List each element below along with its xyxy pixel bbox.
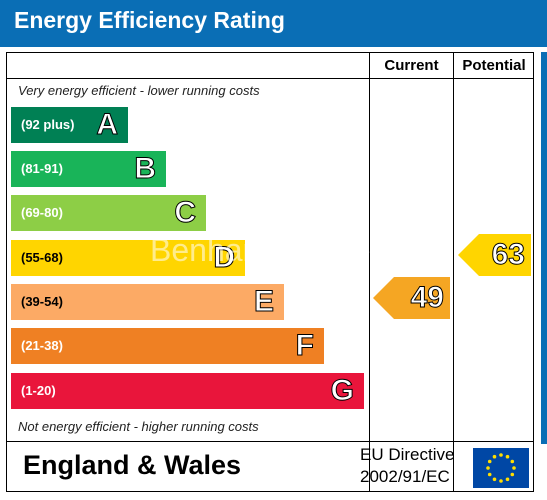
eu-star [492,454,497,459]
band-range: (55-68) [21,250,63,265]
directive-line-2: 2002/91/EC [360,467,450,486]
column-header-potential: Potential [462,57,526,74]
band-e: (39-54) E [11,284,284,320]
header-divider [6,78,534,79]
band-range: (39-54) [21,294,63,309]
band-letter: A [96,108,119,142]
band-g: (1-20) G [11,373,364,409]
potential-rating-value: 63 [491,238,525,272]
band-a: (92 plus) A [11,107,128,143]
band-range: (21-38) [21,338,63,353]
page-title: Energy Efficiency Rating [14,7,285,33]
eu-star [505,477,510,482]
eu-flag-icon [473,448,529,488]
eu-stars-icon [486,453,516,483]
eu-star [499,453,503,457]
column-divider-current [369,52,370,492]
band-b: (81-91) B [11,151,166,187]
region-label: England & Wales [23,450,242,480]
current-rating-value: 49 [410,281,444,315]
column-divider-potential [453,52,454,492]
band-range: (92 plus) [21,117,75,132]
band-letter: B [134,152,157,186]
band-f: (21-38) F [11,328,324,364]
band-range: (81-91) [21,161,63,176]
band-letter: G [330,374,354,408]
band-d: (55-68) D [11,240,245,276]
eu-star [492,477,497,482]
band-range: (69-80) [21,205,63,220]
eu-star [512,466,516,470]
band-letter: D [213,241,236,275]
potential-arrow-shape [458,234,531,276]
footer-divider [6,441,534,442]
eu-star [510,459,515,464]
current-rating-arrow: 49 [373,277,450,319]
band-letter: F [295,329,314,363]
note-inefficient: Not energy efficient - higher running co… [18,419,259,434]
rating-frame [6,52,534,492]
band-letter: E [253,285,274,319]
eu-star [486,466,490,470]
eu-star [487,459,492,464]
band-range: (1-20) [21,383,56,398]
eu-star [505,454,510,459]
column-header-current: Current [384,57,439,74]
band-c: (69-80) C [11,195,206,231]
note-efficient: Very energy efficient - lower running co… [18,83,260,98]
right-edge-bar [541,52,547,444]
eu-directive: EU Directive 2002/91/EC [360,444,454,488]
header-bar: Energy Efficiency Rating [0,0,547,47]
directive-line-1: EU Directive [360,445,455,464]
current-arrow-shape [373,277,450,319]
band-letter: C [174,196,197,230]
potential-rating-arrow: 63 [458,234,531,276]
eu-star [510,472,515,477]
eu-star [487,472,492,477]
eu-star [499,479,503,483]
